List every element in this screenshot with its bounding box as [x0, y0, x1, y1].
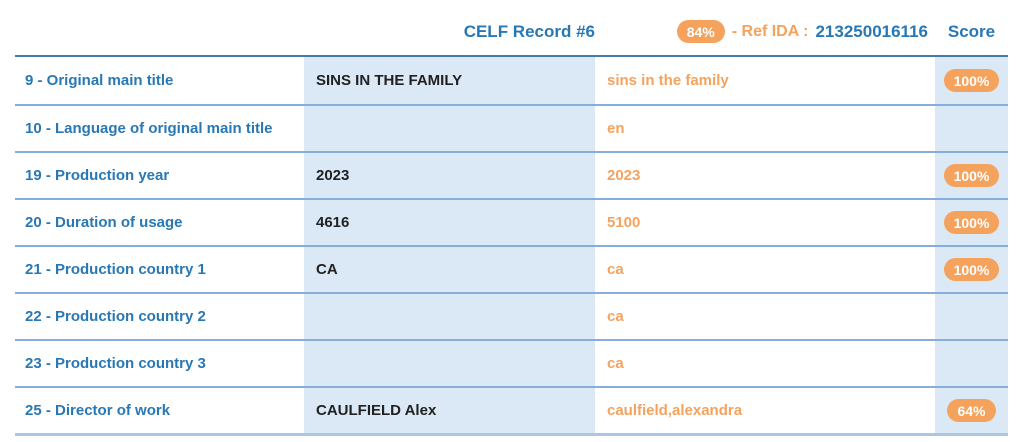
record-comparison-table: CELF Record #6 84% - Ref IDA : 213250016…	[15, 0, 1008, 436]
candidate-value: ca	[595, 341, 935, 386]
field-label: 22 - Production country 2	[15, 294, 304, 339]
score-cell	[935, 341, 1008, 386]
candidate-value: sins in the family	[595, 57, 935, 104]
table-row: 20 - Duration of usage 4616 5100 100%	[15, 198, 1008, 245]
score-badge: 100%	[943, 69, 1000, 92]
score-cell: 100%	[935, 247, 1008, 292]
record-value	[304, 106, 595, 151]
candidate-value: en	[595, 106, 935, 151]
score-badge: 100%	[943, 164, 1000, 187]
record-value: 4616	[304, 200, 595, 245]
candidate-value: ca	[595, 247, 935, 292]
record-value	[304, 294, 595, 339]
table-header: CELF Record #6 84% - Ref IDA : 213250016…	[15, 0, 1008, 57]
table-row: 21 - Production country 1 CA ca 100%	[15, 245, 1008, 292]
table-row: 22 - Production country 2 ca	[15, 292, 1008, 339]
score-badge: 100%	[943, 211, 1000, 234]
field-label: 19 - Production year	[15, 153, 304, 198]
table-row: 9 - Original main title SINS IN THE FAMI…	[15, 57, 1008, 104]
ref-ida-group: 84% - Ref IDA : 213250016116	[595, 0, 935, 55]
record-value	[304, 341, 595, 386]
field-label: 10 - Language of original main title	[15, 106, 304, 151]
table-row: 23 - Production country 3 ca	[15, 339, 1008, 386]
field-label: 23 - Production country 3	[15, 341, 304, 386]
ref-ida-value: 213250016116	[815, 21, 928, 41]
score-cell: 100%	[935, 200, 1008, 245]
candidate-value: ca	[595, 294, 935, 339]
record-value: CAULFIELD Alex	[304, 388, 595, 433]
table-row: 25 - Director of work CAULFIELD Alex cau…	[15, 386, 1008, 433]
score-cell: 64%	[935, 388, 1008, 433]
table-row: 19 - Production year 2023 2023 100%	[15, 151, 1008, 198]
score-badge: 100%	[943, 258, 1000, 281]
field-label: 9 - Original main title	[15, 57, 304, 104]
field-label: 25 - Director of work	[15, 388, 304, 433]
table-row: 10 - Language of original main title en	[15, 104, 1008, 151]
ref-ida-label: - Ref IDA :	[731, 22, 809, 40]
match-percent-badge: 84%	[676, 20, 725, 43]
record-value: CA	[304, 247, 595, 292]
record-value: 2023	[304, 153, 595, 198]
header-spacer	[15, 0, 304, 55]
candidate-value: 2023	[595, 153, 935, 198]
candidate-value: 5100	[595, 200, 935, 245]
score-cell: 100%	[935, 153, 1008, 198]
score-badge: 64%	[947, 399, 996, 422]
score-cell	[935, 294, 1008, 339]
score-column-header: Score	[947, 21, 996, 41]
candidate-value: caulfield,alexandra	[595, 388, 935, 433]
field-label: 20 - Duration of usage	[15, 200, 304, 245]
score-cell	[935, 106, 1008, 151]
record-title: CELF Record #6	[463, 21, 595, 41]
record-value: SINS IN THE FAMILY	[304, 57, 595, 104]
score-cell: 100%	[935, 57, 1008, 104]
field-label: 21 - Production country 1	[15, 247, 304, 292]
